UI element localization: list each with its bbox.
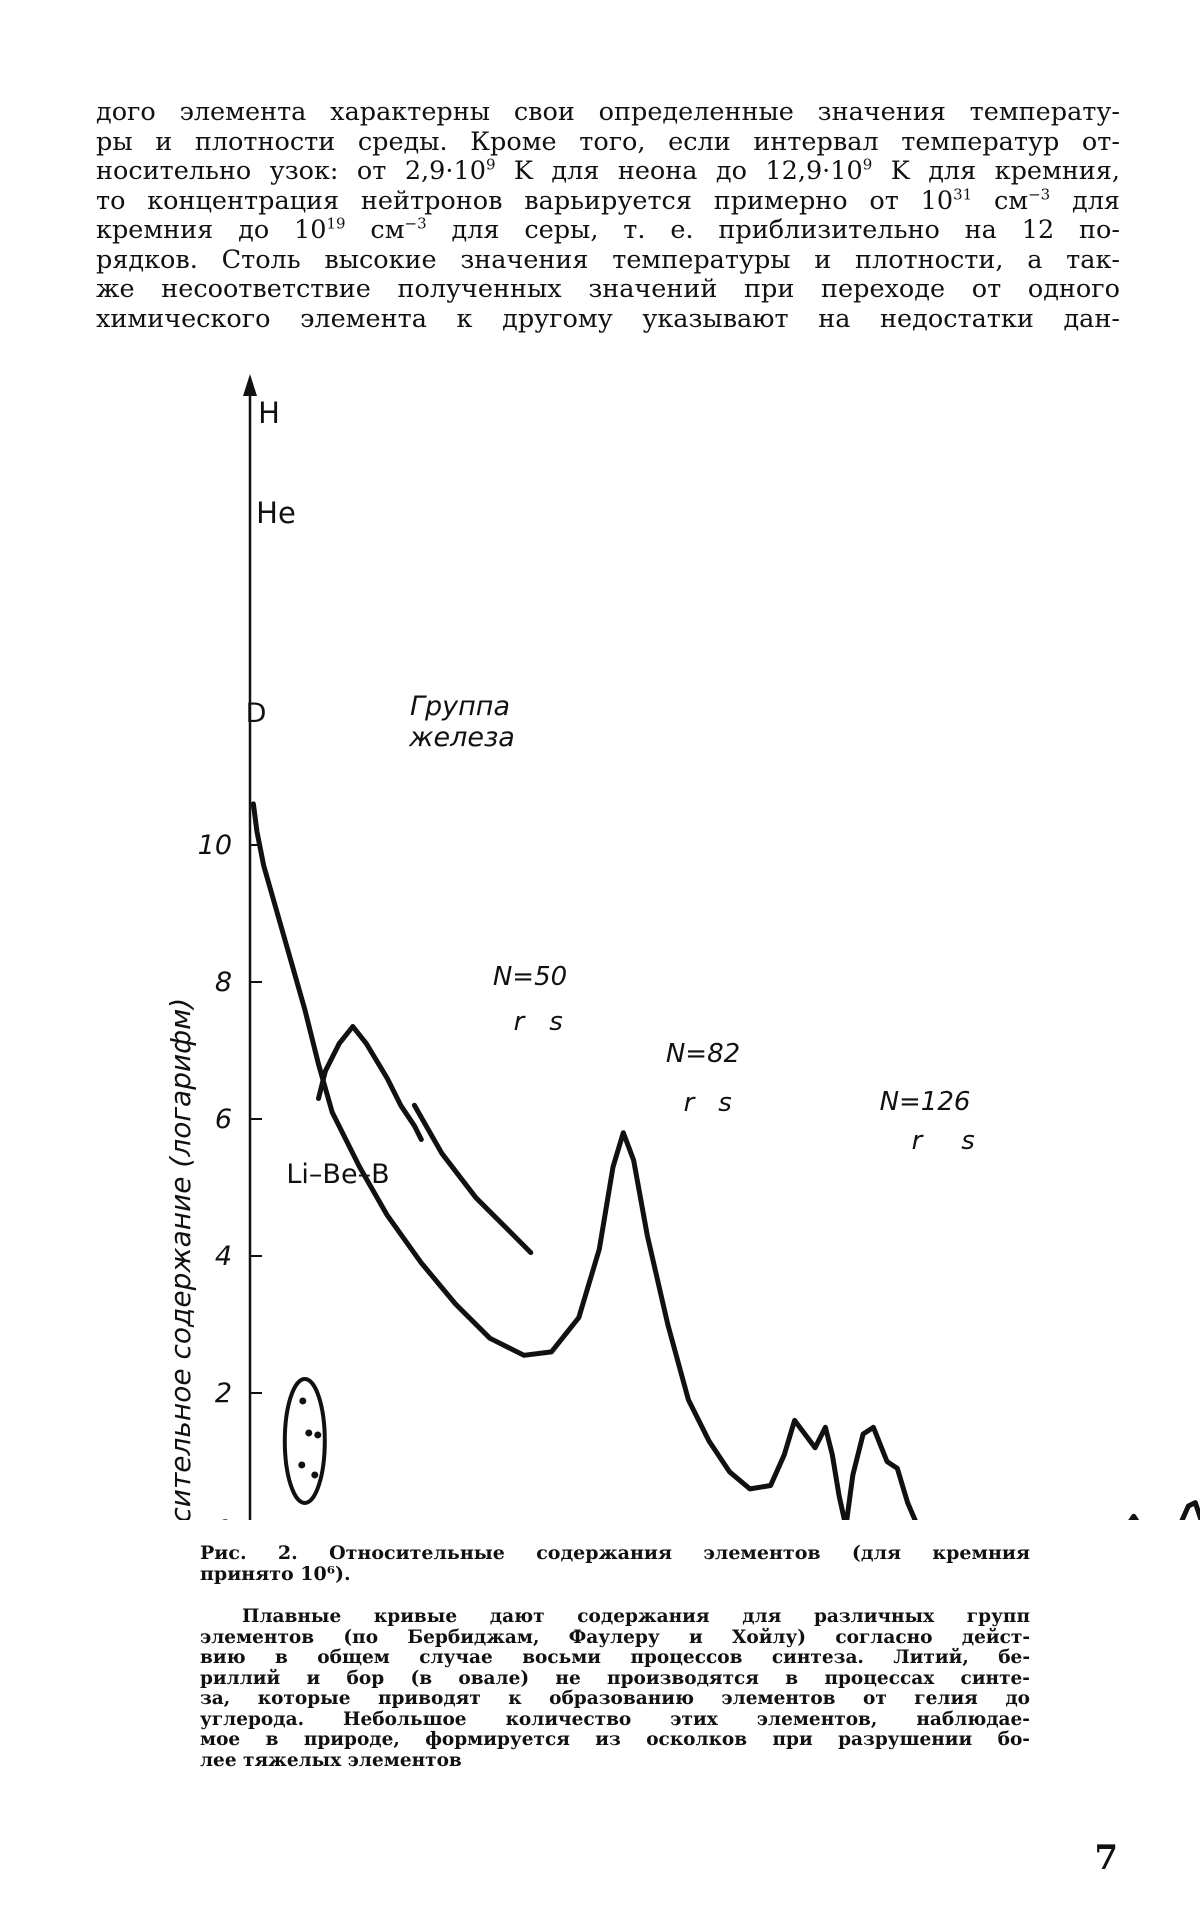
body-line-3: носительно узок: от 2,9·109 K для неона … [96,155,1120,186]
solid-abundance-curve-2 [316,1024,424,1142]
body-line-4: то концентрация нейтронов варьируется пр… [96,185,1120,216]
D-label: D [246,698,267,729]
note-line-4: риллий и бор (в овале) не производятся в… [200,1667,1030,1689]
chart-labels: Атомный весОтносительное содержание (лог… [164,396,975,1520]
body-line-8: химического элемента к другому указывают… [96,303,1120,334]
n50-s-label: s [549,1007,563,1037]
n82-label: N=82 [666,1039,740,1069]
y-tick-label: 4 [215,1241,232,1272]
y-axis-label: Относительное содержание (логарифм) [164,998,197,1520]
li-be-b-oval [282,1376,327,1505]
n50-r-label: r [514,1007,527,1037]
note-line-2: элементов (по Бербиджам, Фаулеру и Хойлу… [200,1626,1030,1648]
n82-s-label: s [718,1088,732,1118]
li-be-b-point [314,1431,322,1439]
caption-line-1: Рис. 2. Относительные содержания элемент… [200,1542,1030,1564]
y-tick-label: 6 [215,1104,232,1135]
solid-abundance-curve-1 [250,801,1200,1520]
li-be-b-point [311,1471,319,1479]
li-be-b-point [298,1461,306,1469]
H-label: H [258,396,280,430]
body-line-6: рядков. Столь высокие значения температу… [96,244,1120,275]
page-number: 7 [1094,1838,1118,1878]
note-line-8: лее тяжелых элементов [200,1749,462,1771]
body-line-7: же несоответствие полученных значений пр… [96,274,1120,304]
body-text: дого элемента характерны свои определенн… [96,97,1120,334]
He-label: He [256,496,296,530]
note-line-3: вию в общем случае восьми процессов синт… [200,1647,1030,1668]
y-tick-label: 2 [215,1378,232,1409]
chart-ticks: 0501001502001086420-2-4 [198,830,262,1520]
figure-note: Плавные кривые дают содержания для разли… [200,1606,1030,1771]
abundance-chart: 0501001502001086420-2-4 Атомный весОтнос… [164,374,1200,1520]
n82-r-label: r [684,1088,697,1118]
note-line-1: Плавные кривые дают содержания для разли… [242,1606,1030,1627]
abundance-figure: 0501001502001086420-2-4 Атомный весОтнос… [0,360,1200,1520]
y-tick-label: 10 [198,830,232,861]
body-line-5: кремния до 1019 см−3 для серы, т. е. при… [96,214,1120,245]
li-be-b-point [305,1429,313,1437]
note-line-7: мое в природе, формируется из осколков п… [200,1729,1030,1750]
figure-caption: Рис. 2. Относительные содержания элемент… [200,1543,1030,1585]
n126-label: N=126 [880,1087,971,1117]
li-be-b-label: Li–Be–B [286,1159,389,1190]
iron-group-label-1: Группа [410,691,510,722]
y-tick-label: 0 [215,1515,232,1520]
li-be-b-point [299,1397,307,1405]
solid-abundance-curve-3 [411,1102,534,1256]
iron-group-label-2: железа [408,722,515,753]
n50-label: N=50 [493,962,567,992]
y-axis-arrow [243,374,257,396]
li-be-b-oval-group [282,1376,327,1505]
chart-axes [243,374,257,1520]
y-tick-label: 8 [215,967,232,998]
body-line-2: ры и плотности среды. Кроме того, если и… [96,126,1120,157]
note-line-5: за, которые приводят к образованию элеме… [200,1688,1030,1709]
caption-line-2: принято 10⁶). [200,1563,351,1585]
note-line-6: углерода. Небольшое количество этих элем… [200,1708,1030,1730]
n126-s-label: s [961,1126,975,1156]
body-line-1: дого элемента характерны свои определенн… [96,97,1120,127]
chart-curves [250,801,1200,1520]
n126-r-label: r [912,1126,925,1156]
